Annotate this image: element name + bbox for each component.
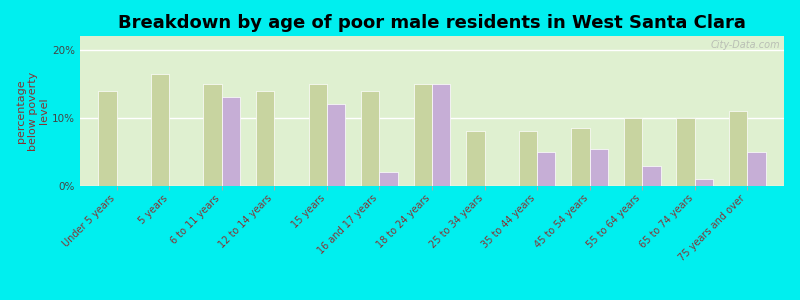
Bar [414,84,432,186]
Bar [747,152,766,186]
Text: City-Data.com: City-Data.com [711,40,781,50]
Bar [537,152,555,186]
Bar [466,131,485,186]
Bar [256,91,274,186]
Bar [309,84,327,186]
Bar [624,118,642,186]
Bar [676,118,694,186]
Bar [98,91,117,186]
Y-axis label: percentage
below poverty
level: percentage below poverty level [16,71,50,151]
Bar [518,131,537,186]
Bar [327,104,346,186]
Bar [694,179,713,186]
Bar [203,84,222,186]
Bar [379,172,398,186]
Bar [432,84,450,186]
Bar [642,166,661,186]
Bar [729,111,747,186]
Bar [151,74,170,186]
Bar [590,148,608,186]
Bar [361,91,379,186]
Bar [571,128,590,186]
Bar [222,98,240,186]
Title: Breakdown by age of poor male residents in West Santa Clara: Breakdown by age of poor male residents … [118,14,746,32]
